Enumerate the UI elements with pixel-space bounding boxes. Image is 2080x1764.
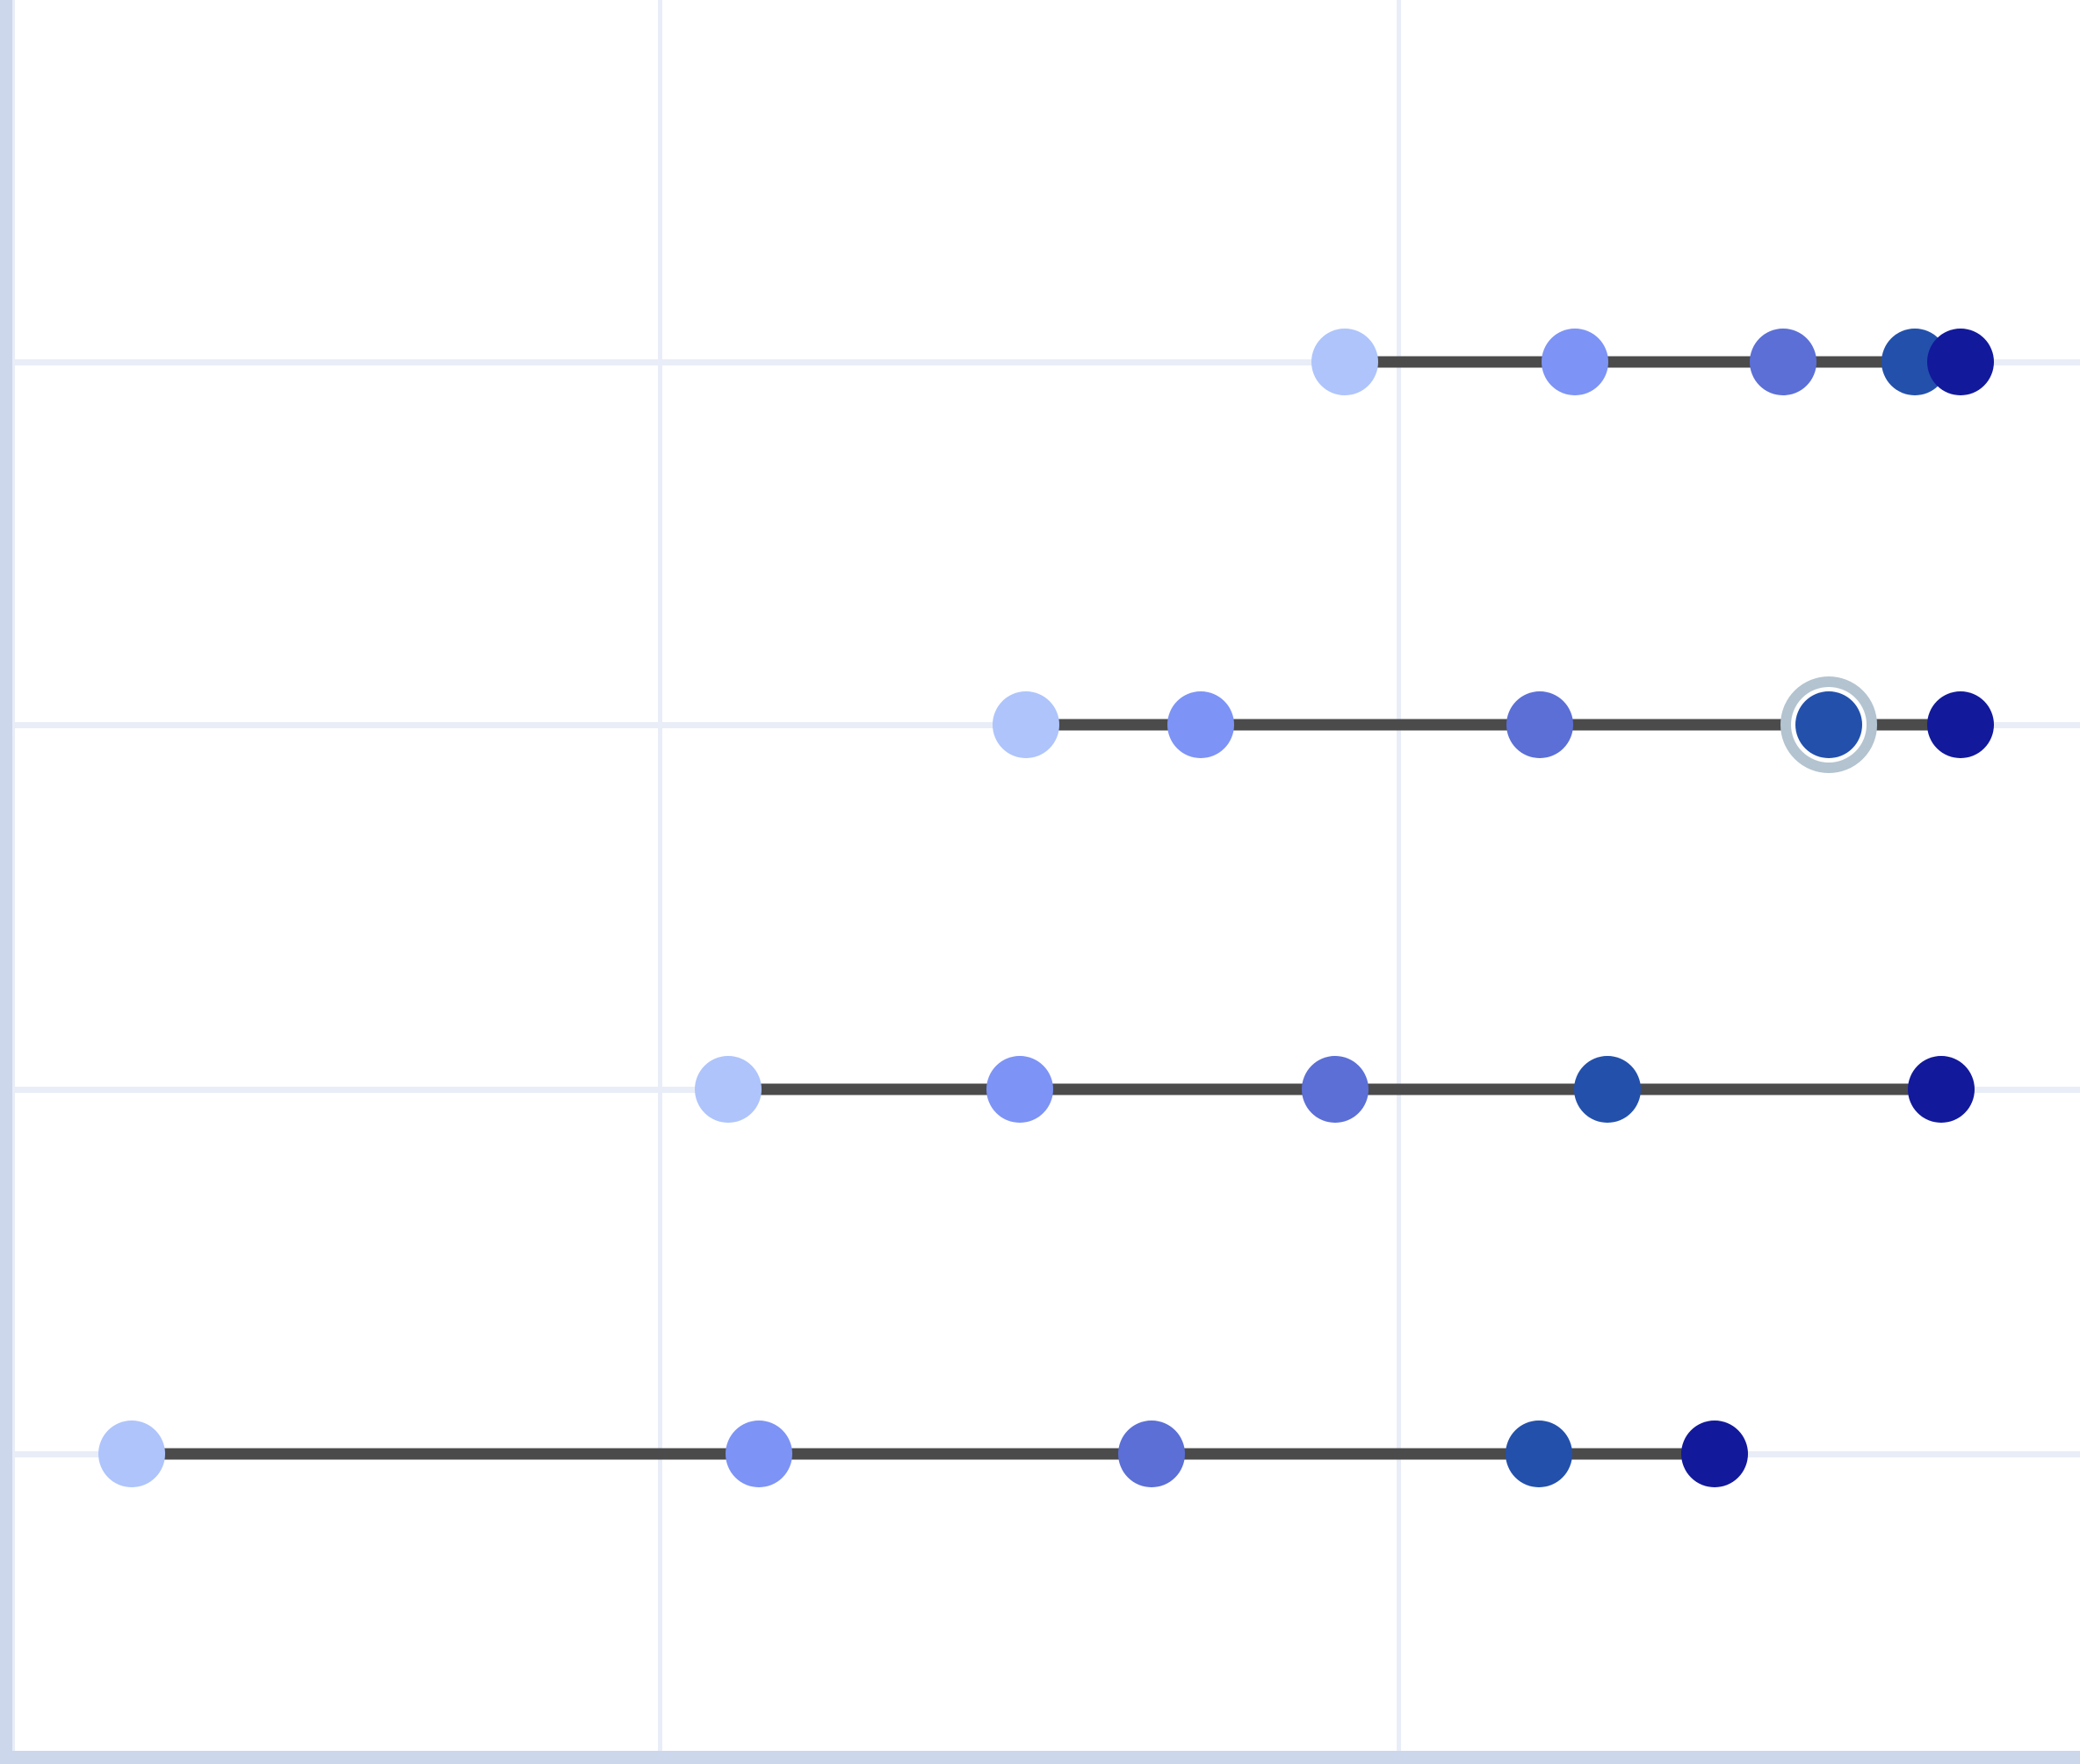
data-point-dot[interactable] [1167,691,1234,758]
data-point-dot[interactable] [1542,329,1608,395]
x-axis-line [0,1751,2080,1764]
y-axis-line [0,0,12,1764]
data-point-dot[interactable] [1506,1421,1572,1487]
data-point-dot[interactable] [1302,1056,1369,1123]
data-point-dot[interactable] [695,1056,762,1123]
data-point-dot[interactable] [1795,691,1862,758]
data-point-dot[interactable] [1908,1056,1975,1123]
gridline-horizontal-1 [0,359,2080,365]
connector-line [1026,719,1961,731]
data-point-dot[interactable] [1574,1056,1641,1123]
data-point-dot[interactable] [1118,1421,1185,1487]
data-point-dot[interactable] [993,691,1059,758]
gridline-vertical-1 [11,0,15,1751]
data-point-dot[interactable] [1927,329,1994,395]
connector-line [132,1448,1715,1460]
gridline-vertical-3 [1397,0,1401,1751]
data-point-dot[interactable] [986,1056,1053,1123]
data-point-dot[interactable] [1506,691,1573,758]
data-point-dot[interactable] [1681,1421,1748,1487]
data-point-dot[interactable] [1311,329,1378,395]
data-point-dot[interactable] [1927,691,1994,758]
data-point-dot[interactable] [1750,329,1816,395]
gridline-vertical-2 [658,0,662,1751]
data-point-dot[interactable] [98,1421,165,1487]
connector-line [1345,356,1915,368]
data-point-dot[interactable] [726,1421,792,1487]
